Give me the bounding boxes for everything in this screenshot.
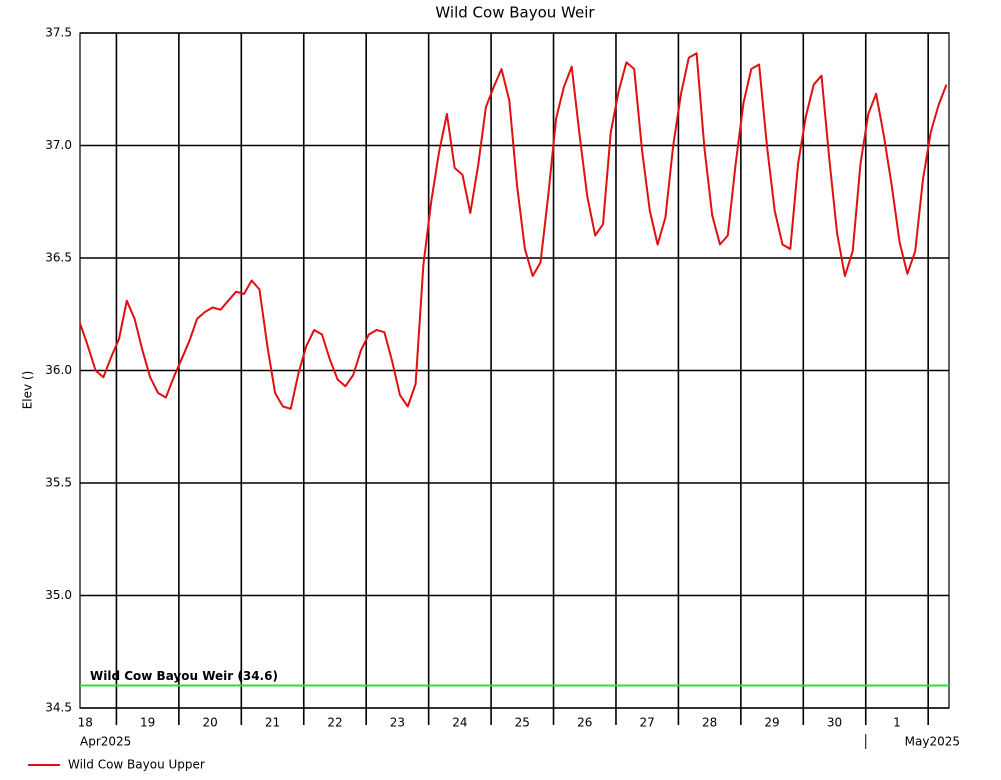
- x-tick-label: 29: [764, 716, 779, 730]
- x-tick-label: 26: [577, 716, 592, 730]
- x-tick-label: 24: [452, 716, 467, 730]
- y-tick-label: 36.0: [45, 363, 72, 377]
- legend-label: Wild Cow Bayou Upper: [68, 758, 205, 772]
- y-tick-label: 37.5: [45, 26, 72, 40]
- x-tick-label: 22: [327, 716, 342, 730]
- y-axis-label: Elev (): [21, 371, 35, 410]
- month-label: Apr2025: [80, 735, 131, 749]
- x-tick-label: 30: [827, 716, 842, 730]
- y-tick-label: 35.0: [45, 588, 72, 602]
- data-line: [79, 52, 948, 410]
- x-tick-label: 21: [265, 716, 280, 730]
- x-tick-label: 28: [702, 716, 717, 730]
- x-tick-label: 27: [640, 716, 655, 730]
- reference-label: Wild Cow Bayou Weir (34.6): [90, 669, 278, 683]
- chart-title: Wild Cow Bayou Weir: [435, 4, 595, 22]
- x-tick-label: 18: [78, 716, 93, 730]
- x-tick-label: 19: [140, 716, 155, 730]
- y-tick-label: 37.0: [45, 138, 72, 152]
- y-tick-label: 35.5: [45, 476, 72, 490]
- x-tick-label: 25: [515, 716, 530, 730]
- y-tick-label: 36.5: [45, 251, 72, 265]
- x-tick-label: 1: [893, 716, 901, 730]
- x-tick-label: 23: [390, 716, 405, 730]
- plot-border: [79, 32, 950, 709]
- x-tick-label: 20: [202, 716, 217, 730]
- y-tick-label: 34.5: [45, 701, 72, 715]
- month-label: May2025: [905, 735, 960, 749]
